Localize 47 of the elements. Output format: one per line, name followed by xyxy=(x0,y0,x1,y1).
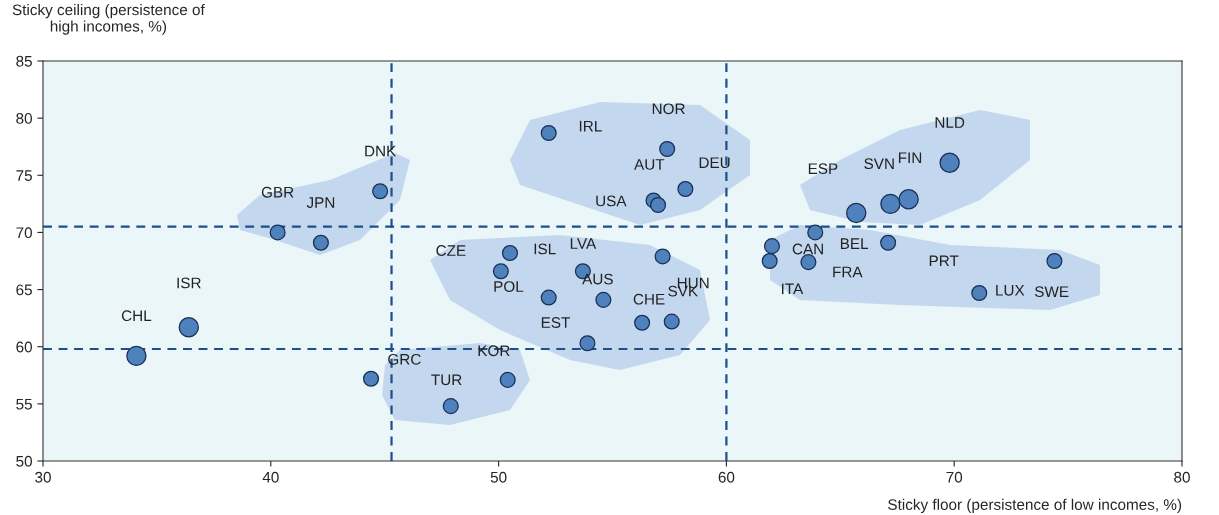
annotation: AUT xyxy=(634,159,665,170)
annotation: DEU xyxy=(699,157,730,169)
x-tick-label: 50 xyxy=(490,471,507,483)
annotation: ISL xyxy=(534,243,556,255)
annotation: CHL xyxy=(121,310,152,322)
annotation: PRT xyxy=(929,255,959,267)
annotation: AUS xyxy=(582,273,613,285)
y-tick-label: 75 xyxy=(16,170,32,181)
annotation: FRA xyxy=(833,266,863,278)
annotation: SVN xyxy=(864,158,894,170)
y-tick-label: 65 xyxy=(16,284,32,296)
annotation: LUX xyxy=(996,285,1025,296)
x-tick-label: 80 xyxy=(1174,471,1190,483)
annotation: KOR xyxy=(478,345,510,357)
annotation: FIN xyxy=(898,152,922,163)
x-tick-label: 40 xyxy=(262,471,279,483)
annotation: CHE xyxy=(633,293,665,305)
x-axis-title: Sticky floor (persistence of low incomes, %) xyxy=(888,498,1182,513)
x-tick-label: 30 xyxy=(35,471,51,483)
y-tick-label: 50 xyxy=(16,455,32,467)
annotation: DNK xyxy=(365,145,397,157)
annotation: JPN xyxy=(306,197,335,208)
y-tick-label: 80 xyxy=(16,113,32,124)
annotation: EST xyxy=(541,317,570,328)
annotation: CAN xyxy=(792,243,823,255)
annotation: ESP xyxy=(808,163,838,175)
annotation: LVA xyxy=(570,238,597,249)
annotation: TUR xyxy=(431,374,462,386)
annotation: USA xyxy=(596,195,627,207)
y-axis-title: Sticky ceiling (persistence of high incomes, %) xyxy=(12,4,205,35)
annotation: POL xyxy=(494,281,524,292)
x-tick-label: 60 xyxy=(718,471,735,483)
annotation: ISR xyxy=(177,277,201,289)
y-tick-label: 70 xyxy=(16,227,32,239)
annotation: IRL xyxy=(579,120,602,132)
y-tick-label: 60 xyxy=(16,341,32,353)
annotation: GBR xyxy=(261,186,294,198)
annotation: NOR xyxy=(652,103,685,115)
annotation: BEL xyxy=(840,238,869,249)
annotation: SWE xyxy=(1034,286,1069,298)
y-tick-label: 85 xyxy=(16,55,32,67)
x-tick-label: 70 xyxy=(946,471,963,483)
annotation: NLD xyxy=(935,117,965,128)
y-tick-label: 55 xyxy=(16,398,32,410)
annotation: CZE xyxy=(436,245,466,256)
annotation: ITA xyxy=(782,283,804,295)
annotation: GRC xyxy=(388,353,421,365)
